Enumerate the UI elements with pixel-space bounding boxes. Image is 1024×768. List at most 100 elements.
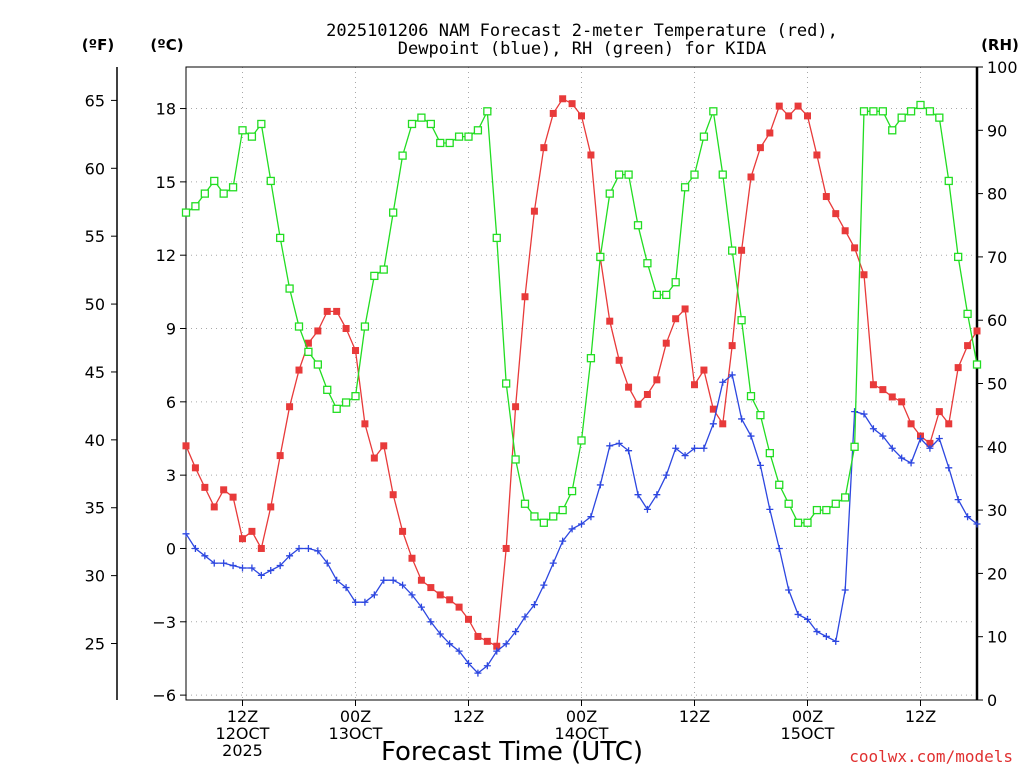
rh-point — [417, 113, 426, 122]
rh-point — [304, 347, 313, 357]
dewpoint-point — [832, 637, 840, 645]
dewpoint-point — [756, 461, 764, 469]
rh-point — [596, 252, 605, 262]
celsius-tick-label: 12 — [156, 246, 176, 265]
rh-point — [454, 132, 464, 141]
dewpoint-point — [615, 439, 623, 447]
temperature-point — [700, 366, 708, 374]
temperature-point — [973, 327, 981, 335]
dewpoint-point — [935, 434, 943, 442]
temperature-point — [540, 144, 548, 152]
temperature-point — [898, 398, 906, 406]
dewpoint-point — [691, 444, 698, 452]
plot-frame — [185, 66, 978, 701]
rh-point — [831, 499, 840, 508]
rh-tick-label: 100 — [987, 58, 1018, 77]
rh-point — [897, 113, 906, 122]
dewpoint-point — [643, 505, 651, 513]
fahrenheit-tick-label: 60 — [85, 159, 105, 178]
celsius-tick-label: 6 — [166, 393, 176, 412]
temperature-point — [822, 193, 830, 201]
rh-point — [379, 265, 388, 274]
rh-tick-label: 80 — [987, 185, 1007, 204]
rh-tick-label: 70 — [987, 248, 1007, 267]
dewpoint-point — [276, 562, 284, 570]
temperature-point — [342, 325, 350, 333]
rh-point — [445, 138, 454, 148]
fahrenheit-tick-label: 30 — [85, 567, 105, 586]
celsius-tick-label: 9 — [166, 320, 176, 339]
dewpoint-point — [747, 432, 755, 440]
dewpoint-point — [709, 420, 717, 428]
temperature-point — [201, 483, 209, 491]
dewpoint-point — [267, 566, 275, 574]
fahrenheit-tick-label: 35 — [85, 499, 105, 518]
dewpoint-point — [229, 562, 237, 570]
rh-point — [728, 246, 737, 255]
rh-point — [841, 493, 850, 502]
rh-tick-label: 30 — [987, 501, 1007, 520]
rh-point — [615, 170, 624, 179]
x-tick-label: 12Z — [905, 707, 936, 726]
dewpoint-point — [926, 444, 934, 452]
temperature-point — [323, 307, 331, 315]
temperature-point — [954, 364, 962, 372]
dewpoint-point — [521, 613, 529, 621]
rh-point — [483, 107, 492, 116]
data-series — [181, 95, 982, 677]
rh-point — [549, 512, 558, 521]
fahrenheit-tick-label: 45 — [85, 363, 105, 382]
rh-point — [737, 316, 746, 325]
rh-point — [746, 392, 756, 401]
rh-point — [699, 132, 709, 141]
rh-point — [944, 176, 953, 186]
rh-point — [407, 119, 417, 129]
rh-point — [718, 170, 727, 179]
temperature-point — [851, 244, 859, 252]
rh-point — [332, 404, 341, 413]
x-tick-label: 15OCT — [781, 724, 835, 743]
temperature-point — [333, 307, 341, 315]
temperature-point — [869, 381, 877, 389]
temperature-point — [295, 366, 303, 374]
series-dewpoint — [182, 371, 981, 677]
dewpoint-point — [804, 615, 811, 623]
x-tick-label: 00Z — [340, 707, 371, 726]
temperature-point — [964, 342, 972, 350]
rh-point — [502, 379, 511, 388]
x-tick-label: 12Z — [227, 707, 258, 726]
temperature-point — [935, 408, 943, 416]
dewpoint-point — [738, 415, 746, 423]
rh-point — [191, 202, 200, 211]
temperature-point — [455, 603, 463, 611]
dewpoint-point — [361, 598, 369, 606]
rh-point — [878, 107, 887, 116]
rh-point — [219, 189, 228, 198]
temperature-point — [888, 393, 896, 401]
dewpoint-point — [399, 581, 407, 589]
rh-tick-label: 10 — [987, 628, 1007, 647]
dewpoint-point — [380, 576, 388, 584]
temperature-point — [615, 356, 623, 364]
temperature-point — [389, 491, 397, 499]
rh-point — [690, 170, 699, 179]
temperature-point — [756, 144, 764, 152]
temperature-point — [728, 342, 736, 350]
temperature-point — [587, 151, 595, 159]
x-tick-label: 13OCT — [329, 724, 383, 743]
dewpoint-point — [587, 513, 595, 521]
rh-point — [775, 480, 784, 489]
rh-point — [671, 278, 680, 287]
temperature-point — [794, 102, 802, 110]
dewpoint-point — [182, 530, 190, 538]
rh-point — [247, 132, 257, 141]
dewpoint-point — [851, 408, 859, 416]
rh-tick-label: 50 — [987, 375, 1007, 394]
temperature-point — [286, 403, 294, 411]
dewpoint-point — [342, 584, 350, 592]
celsius-unit-label: (ºC) — [150, 36, 183, 54]
rh-point — [520, 499, 530, 508]
rh-point — [633, 221, 643, 230]
x-tick-label: 12Z — [679, 707, 710, 726]
dewpoint-point — [417, 603, 425, 611]
